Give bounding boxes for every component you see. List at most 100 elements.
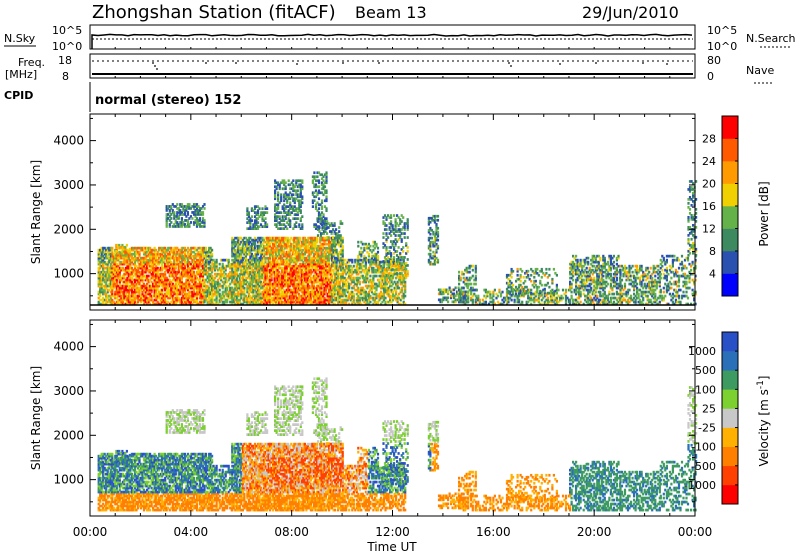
power-cell: [290, 266, 293, 270]
power-cell: [201, 268, 205, 272]
power-cell: [194, 209, 197, 212]
power-cell: [150, 288, 153, 292]
power-cell: [258, 207, 261, 210]
power-cell: [121, 249, 124, 253]
power-cell: [198, 296, 202, 300]
power-cell: [258, 248, 261, 252]
power-cell: [247, 264, 250, 268]
power-cell: [331, 278, 334, 282]
power-cell: [296, 193, 299, 197]
power-cell: [146, 276, 149, 280]
power-cell: [262, 248, 266, 252]
power-cell: [142, 246, 146, 250]
power-cell: [320, 252, 323, 256]
power-cell: [367, 290, 370, 294]
power-cell: [155, 260, 158, 264]
power-cell: [109, 300, 112, 304]
power-cell: [221, 286, 224, 290]
power-cell: [174, 262, 177, 266]
power-cell: [133, 260, 137, 264]
power-cell: [291, 252, 294, 256]
power-cell: [238, 254, 241, 258]
power-cell: [372, 298, 375, 302]
power-cell: [212, 280, 215, 284]
power-cell: [135, 246, 138, 250]
power-cell: [289, 221, 292, 224]
power-cell: [235, 302, 238, 306]
power-cell: [159, 272, 162, 276]
power-cell: [273, 254, 276, 258]
power-cell: [279, 300, 282, 304]
power-cell: [354, 260, 357, 264]
power-cell: [201, 290, 205, 294]
power-cell: [234, 258, 237, 262]
power-cell: [261, 282, 264, 286]
power-cell: [183, 223, 186, 226]
power-cell: [156, 302, 159, 306]
power-cell: [97, 268, 100, 272]
power-cell: [250, 248, 253, 252]
power-cell: [129, 278, 132, 282]
power-cell: [281, 262, 284, 266]
power-cell: [351, 260, 354, 264]
power-cell: [156, 268, 159, 272]
power-cell: [296, 246, 299, 250]
power-cell: [325, 171, 328, 175]
power-cell: [279, 272, 282, 276]
power-cell: [195, 300, 199, 304]
power-cell: [317, 280, 320, 284]
power-cell: [177, 207, 180, 210]
power-cell: [314, 207, 318, 210]
power-cell: [250, 246, 253, 250]
power-cell: [249, 300, 252, 304]
power-cell: [317, 189, 321, 193]
power-cell: [328, 248, 331, 252]
power-cell: [320, 266, 323, 270]
power-cell: [182, 254, 185, 258]
power-cell: [256, 298, 260, 302]
power-cell: [276, 294, 279, 298]
power-cell: [153, 292, 156, 296]
power-cell: [302, 238, 305, 242]
power-cell: [164, 248, 167, 252]
power-cell: [306, 282, 309, 286]
power-cell: [305, 266, 308, 270]
power-cell: [314, 183, 318, 187]
power-cell: [302, 270, 305, 274]
power-cell: [283, 209, 286, 212]
power-cell: [162, 282, 165, 286]
power-cell: [176, 292, 179, 296]
power-cell: [294, 292, 297, 296]
power-cell: [275, 288, 278, 292]
power-cell: [126, 284, 129, 288]
power-cell: [272, 242, 275, 246]
power-cell: [156, 270, 159, 274]
power-cell: [264, 207, 267, 210]
nave-dip-dot: [508, 62, 510, 64]
power-cell: [203, 298, 206, 302]
power-cell: [314, 242, 317, 246]
power-cell: [293, 290, 296, 294]
power-cell: [328, 296, 331, 300]
power-cell: [147, 296, 150, 300]
power-cell: [295, 225, 298, 228]
power-cell: [258, 268, 261, 272]
power-cell: [315, 266, 319, 270]
power-cell: [253, 256, 257, 260]
power-cell: [360, 262, 363, 266]
power-cell: [343, 300, 346, 304]
power-cell: [299, 266, 302, 270]
power-cell: [188, 302, 191, 306]
power-cell: [341, 236, 344, 240]
power-cell: [314, 238, 317, 242]
power-cell: [261, 252, 264, 256]
power-cell: [244, 282, 247, 286]
power-cell: [158, 272, 161, 276]
power-cell: [191, 278, 194, 282]
power-cell: [168, 252, 171, 256]
power-cell: [206, 252, 209, 256]
power-cell: [284, 300, 287, 304]
power-cell: [215, 266, 218, 270]
power-cell: [351, 300, 354, 304]
power-cell: [152, 302, 155, 306]
